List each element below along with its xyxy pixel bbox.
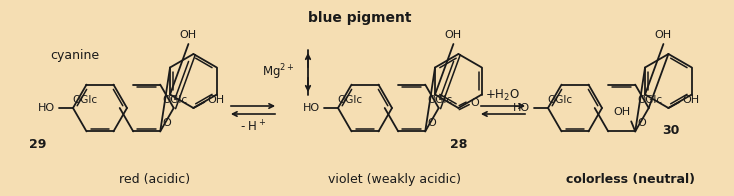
- Text: OH: OH: [655, 30, 672, 40]
- Text: +H$_2$O: +H$_2$O: [485, 87, 520, 103]
- Text: OH: OH: [208, 95, 225, 105]
- Text: OGlc: OGlc: [72, 95, 97, 105]
- Text: O: O: [162, 118, 171, 128]
- Text: HO: HO: [303, 103, 320, 113]
- Text: blue pigment: blue pigment: [308, 11, 412, 25]
- Text: OH: OH: [445, 30, 462, 40]
- Text: HO: HO: [38, 103, 55, 113]
- Text: HO: HO: [513, 103, 530, 113]
- Text: OGlc: OGlc: [162, 95, 187, 105]
- Text: Mg$^{2+}$: Mg$^{2+}$: [263, 62, 295, 82]
- Text: colorless (neutral): colorless (neutral): [565, 173, 694, 187]
- Text: O: O: [470, 98, 479, 108]
- Text: OH: OH: [180, 30, 197, 40]
- Text: OGlc: OGlc: [427, 95, 452, 105]
- Text: OH: OH: [683, 95, 700, 105]
- Text: OGlc: OGlc: [337, 95, 362, 105]
- Text: OGlc: OGlc: [547, 95, 572, 105]
- Text: O: O: [427, 118, 436, 128]
- Text: 30: 30: [662, 123, 680, 136]
- Text: red (acidic): red (acidic): [120, 173, 191, 187]
- Text: violet (weakly acidic): violet (weakly acidic): [329, 173, 462, 187]
- Text: O: O: [637, 118, 646, 128]
- Text: OGlc: OGlc: [637, 95, 662, 105]
- Text: cyanine: cyanine: [51, 48, 100, 62]
- Text: - H$^+$: - H$^+$: [240, 119, 266, 135]
- Text: 28: 28: [450, 139, 468, 152]
- Text: 29: 29: [29, 139, 47, 152]
- Text: OH: OH: [613, 107, 631, 117]
